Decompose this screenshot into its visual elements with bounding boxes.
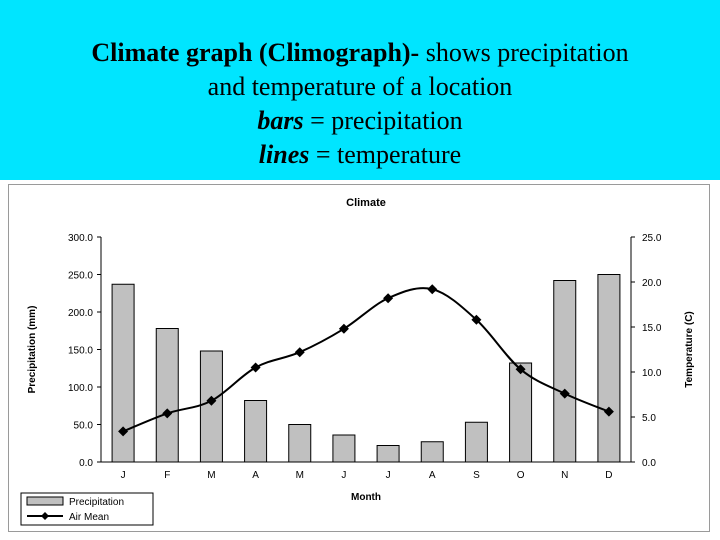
banner-heading-rest: shows precipitation [419,38,629,67]
right-tick-label: 15.0 [642,323,662,334]
banner-lines-term: lines [258,140,310,169]
x-tick-label: J [341,470,346,481]
left-axis-label: Precipitation (mm) [27,306,38,394]
precipitation-bar [111,283,135,463]
banner-line-4: lines = temperature [0,138,720,172]
banner-line-2: and temperature of a location [207,72,513,101]
air-mean-point [338,323,349,334]
air-mean-point [603,406,614,417]
air-mean-point [162,408,173,419]
x-tick-label: O [517,470,525,481]
legend-line-marker [41,512,49,520]
precipitation-bar [288,424,312,463]
x-tick-label: J [386,470,391,481]
banner-heading: Climate graph (Climograph)- [91,38,420,67]
right-tick-label: 0.0 [642,458,656,469]
right-tick-label: 20.0 [642,278,662,289]
banner-bars-term: bars [257,106,304,135]
x-tick-label: N [561,470,568,481]
air-mean-point [294,347,305,358]
right-axis-label: Temperature (C) [684,311,695,388]
banner-bars-definition: = precipitation [303,106,463,135]
air-mean-point [559,388,570,399]
title-banner: Climate graph (Climograph)- shows precip… [0,0,720,180]
x-tick-label: F [164,470,170,481]
precipitation-bar [420,441,444,463]
x-tick-label: M [296,470,304,481]
left-tick-label: 50.0 [74,421,94,432]
x-tick-label: M [207,470,215,481]
air-mean-point [383,293,394,304]
legend-precipitation-label: Precipitation [69,497,124,508]
legend-bar-swatch [26,496,64,506]
right-tick-label: 25.0 [642,233,662,244]
left-tick-label: 150.0 [68,346,93,357]
left-tick-label: 100.0 [68,383,93,394]
air-mean-point [206,395,217,406]
climate-chart: Climate 0.0 50.0 100.0 150.0 200.0 250.0 300.0 0… [8,184,710,532]
precipitation-bar [376,445,400,463]
right-tick-label: 10.0 [642,368,662,379]
banner-line-1: Climate graph (Climograph)- shows precip… [0,36,720,70]
climate-chart-svg: Climate 0.0 50.0 100.0 150.0 200.0 250.0 300.0 0… [20,197,695,526]
precipitation-bar [464,421,488,463]
air-mean-point [427,284,438,295]
x-tick-label: A [252,470,259,481]
banner-lines-definition: = temperature [309,140,462,169]
left-tick-label: 250.0 [68,271,93,282]
air-mean-point [118,426,129,437]
precipitation-bar [509,362,533,463]
x-tick-label: A [429,470,436,481]
precipitation-bar [199,350,223,463]
x-tick-label: S [473,470,480,481]
air-mean-point [471,314,482,325]
legend-air-mean-label: Air Mean [69,512,109,523]
precipitation-bar [155,328,179,463]
x-tick-label: D [605,470,612,481]
air-mean-point [250,362,261,373]
left-tick-label: 300.0 [68,233,93,244]
chart-title: Climate [346,197,386,209]
precipitation-bar [553,280,577,463]
left-tick-label: 200.0 [68,308,93,319]
air-mean-line [122,287,610,433]
x-tick-label: J [121,470,126,481]
x-axis-label: Month [351,492,381,503]
precipitation-bar [244,400,268,463]
banner-line-3: bars = precipitation [0,104,720,138]
right-tick-label: 5.0 [642,413,656,424]
precipitation-bar [597,274,621,463]
air-mean-point [515,364,526,375]
precipitation-bar [332,434,356,463]
left-tick-label: 0.0 [79,458,93,469]
